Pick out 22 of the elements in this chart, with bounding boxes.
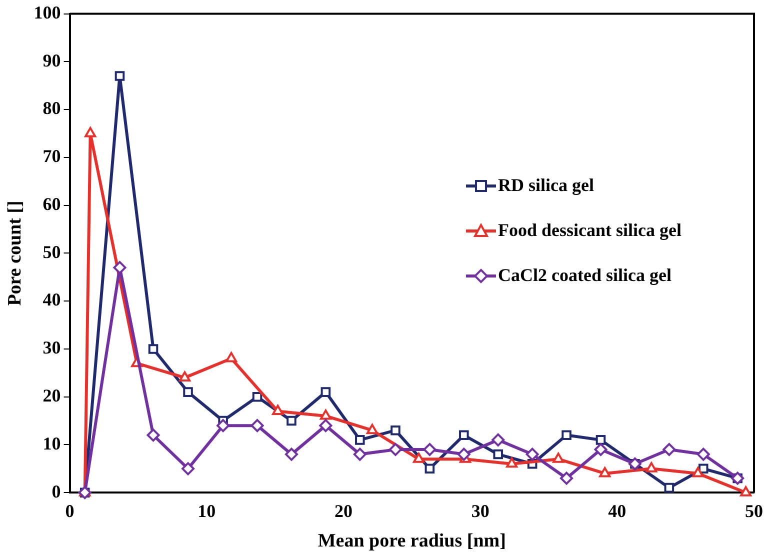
x-tick-label: 40 xyxy=(608,501,626,522)
y-tick-label: 50 xyxy=(42,242,61,262)
y-tick-label: 100 xyxy=(34,2,61,22)
x-axis-title: Mean pore radius [nm] xyxy=(318,530,506,552)
y-tick-label: 90 xyxy=(42,50,61,70)
x-tick-label: 20 xyxy=(334,501,352,522)
y-tick-label: 70 xyxy=(42,146,61,166)
y-tick-label: 60 xyxy=(42,194,61,214)
x-tick-label: 30 xyxy=(471,501,490,522)
y-tick-label: 10 xyxy=(42,433,61,454)
y-tick-label: 30 xyxy=(42,338,61,358)
y-tick-label: 80 xyxy=(42,98,61,118)
legend-label: Food dessicant silica gel xyxy=(498,220,682,241)
x-tick-label: 50 xyxy=(745,501,763,522)
y-tick-label: 20 xyxy=(42,385,61,406)
x-tick-label: 10 xyxy=(198,501,216,522)
x-tick-label: 0 xyxy=(65,501,74,522)
y-tick-label: 0 xyxy=(52,481,61,502)
y-axis-title: Pore count [] xyxy=(4,200,26,306)
legend-label: RD silica gel xyxy=(498,175,594,196)
y-tick-label: 40 xyxy=(42,290,61,310)
legend-label: CaCl2 coated silica gel xyxy=(498,265,672,286)
